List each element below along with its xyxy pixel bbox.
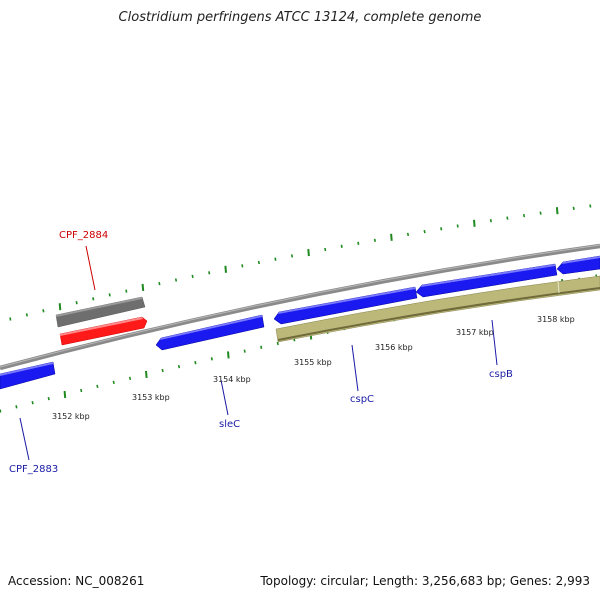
- ruler-label-3152: 3152 kbp: [52, 412, 90, 421]
- upper-tick: [572, 206, 575, 210]
- upper-tick: [473, 219, 476, 227]
- lower-tick: [128, 376, 132, 381]
- gene-label-cpf2883: CPF_2883: [9, 464, 58, 475]
- feature-tan-bottom: [277, 287, 600, 341]
- ruler-label-3158: 3158 kbp: [537, 315, 575, 324]
- upper-tick: [58, 303, 62, 311]
- lower-tick: [47, 396, 50, 401]
- upper-tick: [174, 278, 178, 282]
- map-title: Clostridium perfringens ATCC 13124, comp…: [118, 10, 482, 25]
- upper-tick: [324, 247, 327, 252]
- gene-cpf2884-shine: [60, 317, 143, 336]
- upper-tick: [522, 213, 526, 218]
- upper-tick: [589, 204, 592, 208]
- gene-cspc-shine: [278, 287, 415, 314]
- lower-tick: [112, 380, 115, 385]
- upper-tick: [440, 227, 443, 231]
- upper-tick: [290, 254, 294, 258]
- upper-tick: [158, 281, 161, 286]
- gene-slec-shine: [160, 315, 262, 340]
- genome-stats-text: Topology: circular; Length: 3,256,683 bp…: [260, 574, 590, 588]
- upper-tick: [539, 211, 542, 215]
- ruler-label-3156: 3156 kbp: [375, 343, 413, 352]
- gene-cspb[interactable]: [415, 263, 558, 298]
- lower-tick: [243, 349, 246, 353]
- upper-tick: [423, 229, 426, 234]
- lower-tick: [96, 384, 99, 389]
- lower-tick: [210, 357, 213, 361]
- upper-tick: [489, 219, 492, 223]
- lower-tick: [194, 361, 197, 365]
- lower-tick: [161, 368, 164, 373]
- leader-cpf2884: [85, 245, 96, 291]
- lower-tick: [227, 351, 230, 359]
- upper-tick: [25, 313, 28, 317]
- upper-tick: [357, 241, 360, 245]
- ruler-label-3155: 3155 kbp: [294, 358, 332, 367]
- genome-backbone-highlight: [0, 244, 600, 368]
- gene-slec[interactable]: [155, 314, 265, 351]
- ruler-label-3154: 3154 kbp: [213, 375, 251, 384]
- upper-tick: [92, 297, 95, 301]
- accession-text: Accession: NC_008261: [8, 574, 145, 588]
- upper-tick: [506, 216, 509, 220]
- lower-tick: [260, 345, 263, 349]
- gene-cpf2883-shine: [0, 362, 53, 376]
- upper-tick: [108, 293, 111, 297]
- lower-tick: [276, 341, 279, 346]
- upper-tick: [191, 274, 194, 279]
- gene-label-cpf2884: CPF_2884: [59, 230, 108, 241]
- leader-cspb: [491, 319, 498, 366]
- upper-tick: [224, 265, 227, 273]
- lower-tick: [0, 409, 2, 413]
- upper-tick: [274, 257, 277, 261]
- gene-cspb-shine: [421, 264, 555, 287]
- lower-tick: [15, 405, 18, 409]
- gene-label-cspc: cspC: [350, 394, 374, 405]
- upper-tick: [257, 260, 260, 265]
- lower-tick: [31, 401, 34, 405]
- genome-backbone: [0, 243, 600, 371]
- ruler-label-3157: 3157 kbp: [456, 328, 494, 337]
- upper-tick: [42, 309, 45, 313]
- upper-tick: [555, 207, 559, 215]
- upper-tick: [125, 289, 128, 293]
- gene-label-slec: sleC: [219, 419, 240, 430]
- feature-gray-cpf2884-top: [56, 297, 142, 317]
- upper-tick: [406, 232, 410, 237]
- upper-tick: [208, 271, 211, 275]
- upper-tick-track: [9, 204, 592, 321]
- upper-tick: [307, 249, 310, 257]
- leader-cpf2883: [19, 417, 30, 461]
- gene-label-cspb: cspB: [489, 369, 513, 380]
- upper-tick: [241, 264, 244, 268]
- ruler-label-3153: 3153 kbp: [132, 393, 170, 402]
- upper-tick: [141, 283, 145, 291]
- leader-slec: [220, 379, 229, 416]
- lower-tick: [145, 370, 148, 378]
- lower-tick: [177, 364, 181, 369]
- upper-tick: [390, 233, 393, 241]
- upper-tick: [340, 244, 343, 248]
- feature-tan-divider: [557, 279, 560, 294]
- leader-cspc: [351, 344, 359, 392]
- gene-cspc[interactable]: [273, 286, 418, 325]
- lower-tick: [63, 390, 67, 399]
- gene-right-edge[interactable]: [556, 255, 600, 275]
- upper-tick: [9, 317, 12, 321]
- gene-right-edge-shine: [562, 256, 600, 264]
- upper-tick: [456, 224, 459, 228]
- upper-tick: [373, 238, 376, 242]
- upper-tick: [75, 301, 78, 305]
- lower-tick: [80, 388, 83, 393]
